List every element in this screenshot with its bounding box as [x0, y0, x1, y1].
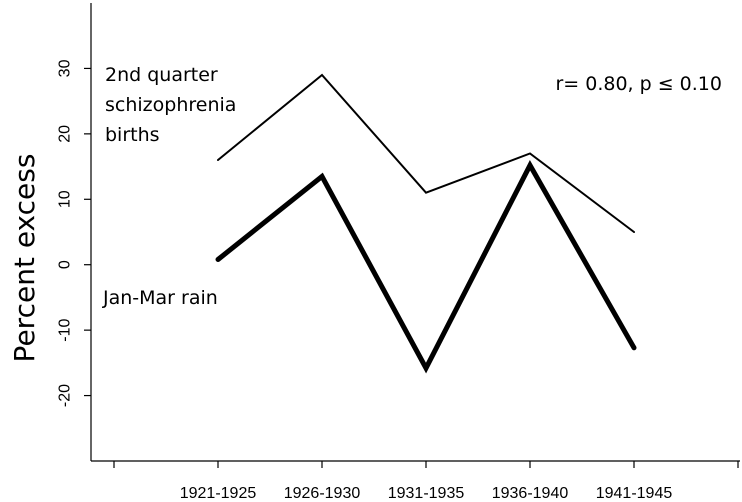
x-tick-label-2: 1931-1935 — [388, 485, 465, 502]
y-tick-label-0: -20 — [57, 384, 74, 407]
series1-label-line2: schizophrenia — [105, 94, 236, 116]
series2-label: Jan-Mar rain — [102, 287, 218, 309]
y-tick-label-3: 10 — [57, 190, 74, 208]
x-tick-label-1: 1926-1930 — [284, 485, 361, 502]
y-axis-label: Percent excess — [8, 154, 41, 363]
y-ticks-group: -20 -10 0 10 20 30 — [57, 59, 91, 407]
y-tick-label-5: 30 — [57, 59, 74, 77]
series1-label-line3: births — [105, 124, 160, 146]
series-line-1 — [215, 160, 637, 374]
y-tick-label-4: 20 — [57, 125, 74, 143]
series1-label-line1: 2nd quarter — [105, 64, 218, 86]
x-tick-label-3: 1936-1940 — [492, 485, 569, 502]
y-tick-label-2: 0 — [57, 260, 74, 269]
x-tick-label-4: 1941-1945 — [596, 485, 673, 502]
series-lines-group — [215, 73, 637, 374]
series-line-0 — [217, 73, 635, 233]
x-tick-label-0: 1921-1925 — [180, 485, 257, 502]
axes-group — [90, 3, 740, 462]
correlation-annotation: r= 0.80, p ≤ 0.10 — [555, 73, 722, 95]
y-tick-label-1: -10 — [57, 318, 74, 341]
x-ticks-group: 1921-1925 1926-1930 1931-1935 1936-1940 1941… — [113, 461, 739, 502]
